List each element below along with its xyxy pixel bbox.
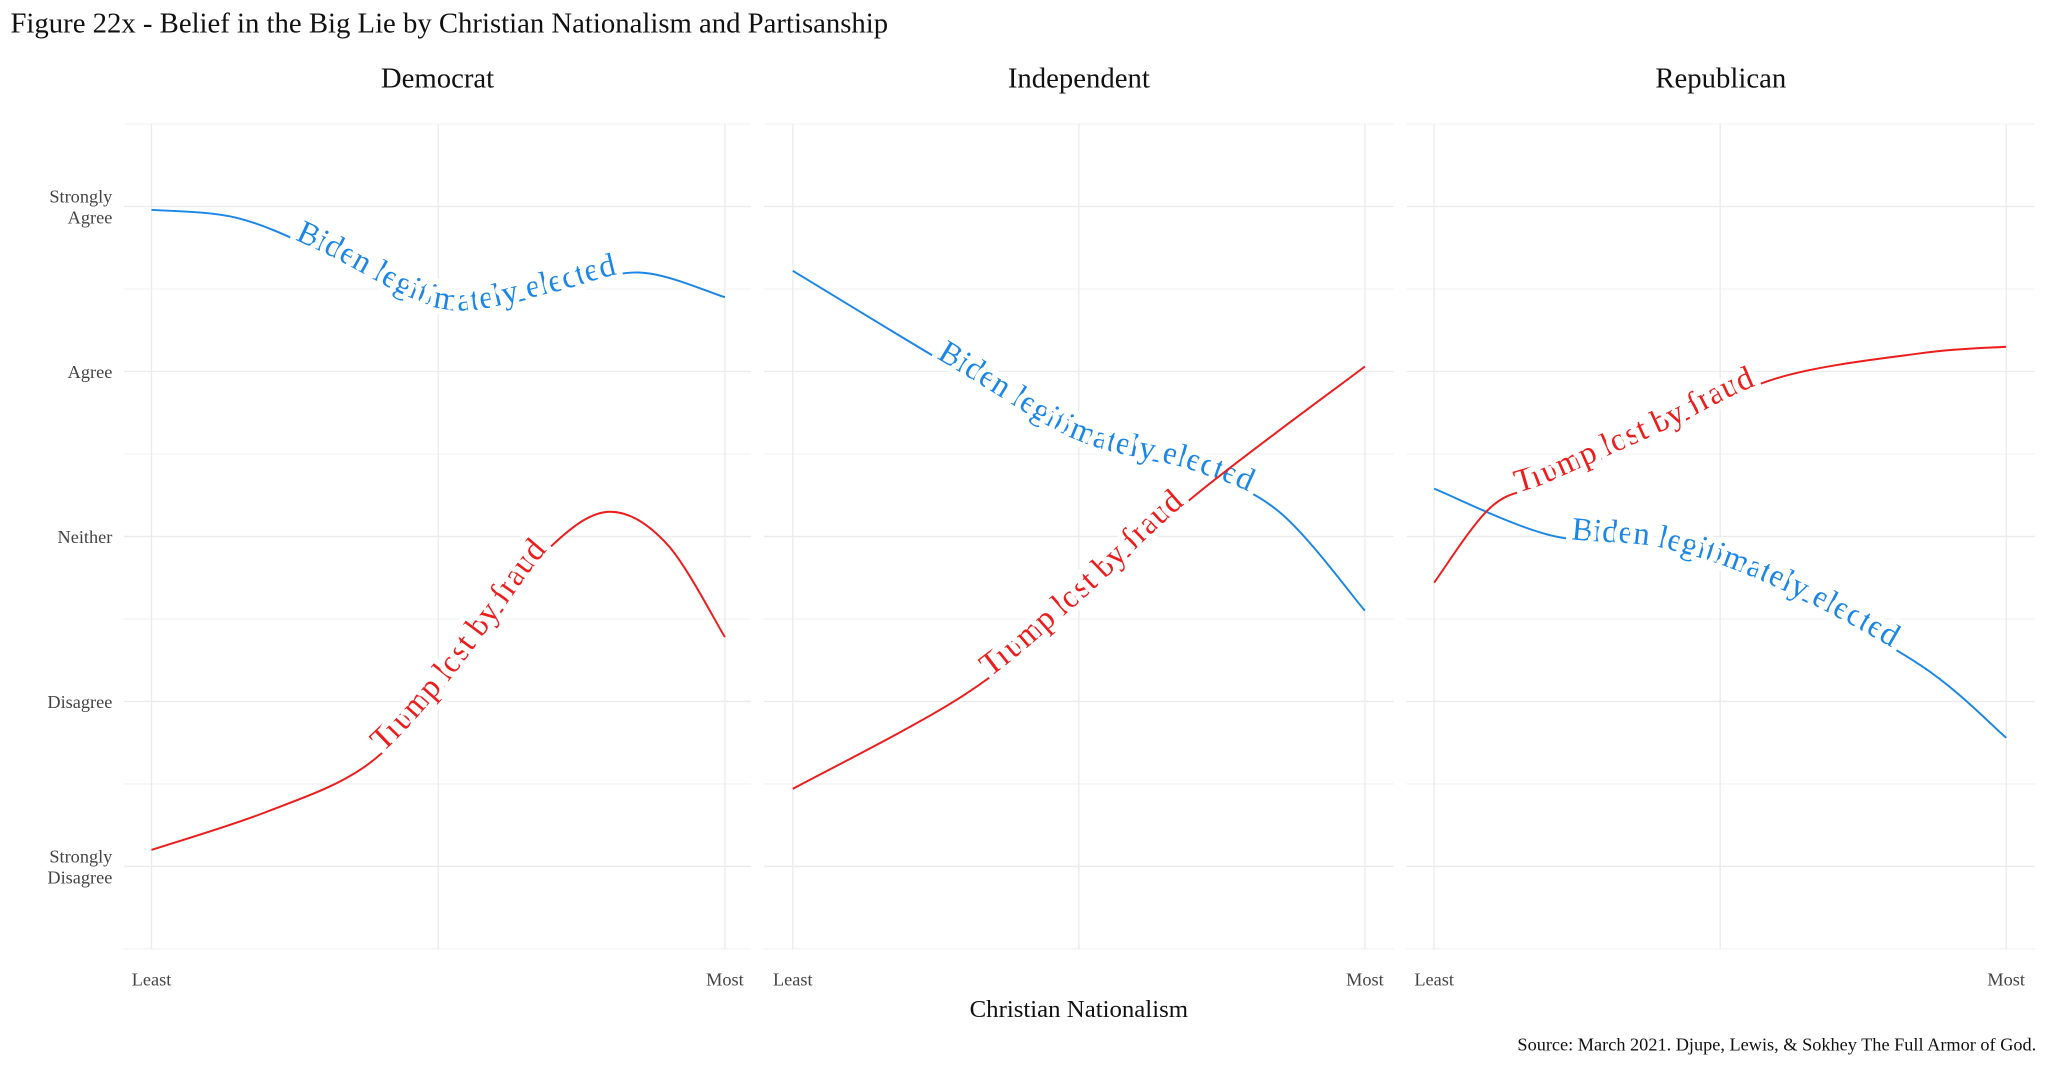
x-tick-label: Least [773, 969, 813, 989]
y-axis: Strongly AgreeAgreeNeitherDisagreeStrongl… [47, 187, 113, 888]
x-tick-label: Most [1346, 969, 1384, 989]
series-line-trump [151, 510, 726, 851]
y-tick-label-line: Strongly [49, 847, 113, 867]
x-axis-title: Christian Nationalism [970, 996, 1188, 1023]
series-label-text: Trump lost by fraud [358, 526, 559, 764]
series-line-biden [792, 269, 1366, 612]
panel-republican: Republican Least Most Biden legitimately el… [1406, 62, 2035, 989]
series-label-text: Trump lost by fraud [967, 477, 1196, 690]
y-tick-label-line: Disagree [47, 692, 112, 712]
y-tick-label-line: Strongly [49, 187, 113, 207]
panel-independent: Independent Least Most Biden legitimately e… [764, 62, 1394, 989]
caption: Source: March 2021. Djupe, Lewis, & Sokh… [1517, 1035, 2036, 1055]
y-tick-label-line: Agree [68, 207, 113, 227]
y-tick-label-line: Agree [68, 362, 113, 382]
y-tick-label-line: Neither [58, 527, 113, 547]
chart-title: Figure 22x - Belief in the Big Lie by Ch… [10, 8, 888, 40]
series-label-trump: Trump lost by fraud [1510, 360, 1759, 500]
series-line-biden [151, 208, 726, 312]
series-label-biden: Biden legitimately elected [291, 214, 619, 319]
x-tick-label: Least [132, 969, 172, 989]
y-tick-label: Strongly Agree [49, 187, 113, 228]
x-tick-label: Most [706, 969, 744, 989]
y-tick-label: Strongly Disagree [47, 847, 113, 888]
y-tick-label: Disagree [47, 692, 112, 712]
series-line-trump [792, 365, 1366, 790]
x-tick-label: Most [1987, 969, 2025, 989]
series-label-text: Biden legitimately elected [926, 328, 1266, 505]
series-line-biden [1433, 487, 2007, 739]
y-tick-label: Neither [58, 527, 113, 547]
series-line-trump [1433, 345, 2007, 584]
y-tick-label-line: Disagree [47, 867, 112, 887]
series-label-biden: Biden legitimately elected [1570, 511, 1905, 654]
panel-title: Republican [1655, 62, 1786, 94]
panel-democrat: Democrat Least Most Biden legitimately elec… [124, 62, 752, 989]
series-label-trump: Trump lost by fraud [973, 483, 1190, 684]
panels: Democrat Least Most Biden legitimately elec… [124, 62, 2035, 989]
x-tick-label: Least [1414, 969, 1454, 989]
series-label-text: Biden legitimately elected [286, 208, 625, 325]
series-label-text: Biden legitimately elected [1564, 506, 1911, 661]
panel-title: Independent [1008, 62, 1150, 94]
series-label-text: Trump lost by fraud [1504, 354, 1765, 506]
series-label-biden: Biden legitimately elected [932, 334, 1260, 499]
series-label-trump: Trump lost by fraud [364, 532, 554, 758]
panel-title: Democrat [381, 62, 494, 94]
y-tick-label: Agree [68, 362, 113, 382]
